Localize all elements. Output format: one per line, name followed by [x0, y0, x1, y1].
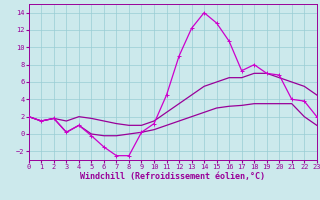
X-axis label: Windchill (Refroidissement éolien,°C): Windchill (Refroidissement éolien,°C)	[80, 172, 265, 181]
